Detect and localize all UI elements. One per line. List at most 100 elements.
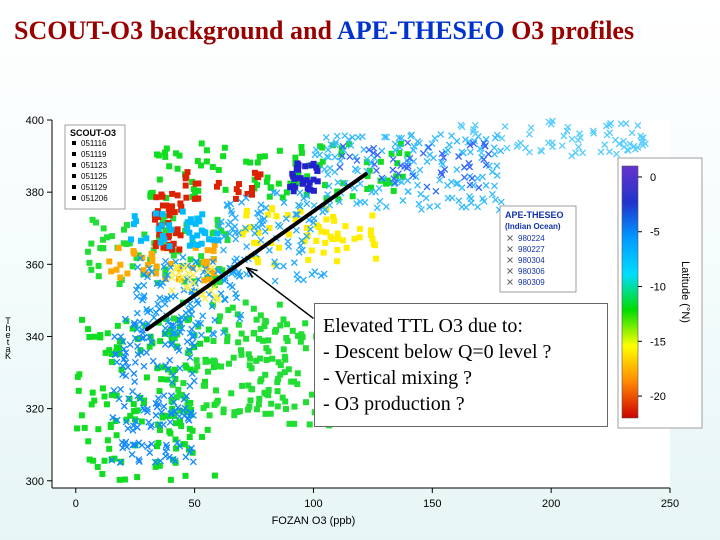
data-point (501, 122, 509, 130)
data-point (308, 247, 315, 254)
legend-entry: 051129 (81, 183, 108, 192)
data-point (149, 357, 157, 365)
x-tick-label: 100 (304, 498, 322, 510)
data-point (182, 472, 189, 479)
data-point (143, 374, 150, 381)
data-point (444, 181, 452, 189)
data-point (160, 263, 168, 271)
data-point (99, 245, 106, 252)
legend-entry: 051123 (81, 161, 108, 170)
data-point (212, 274, 219, 281)
data-point (269, 188, 277, 196)
data-point (410, 142, 418, 150)
data-point (156, 231, 163, 238)
data-point (374, 151, 382, 159)
data-point (161, 236, 168, 243)
data-point (88, 266, 95, 273)
data-point (453, 137, 461, 145)
data-point (294, 381, 301, 388)
data-point (239, 231, 246, 238)
data-point (114, 322, 121, 329)
data-point (253, 357, 260, 364)
data-point (215, 266, 223, 274)
data-point (303, 399, 310, 406)
data-point (148, 440, 156, 448)
data-point (233, 186, 240, 193)
data-point (460, 173, 468, 181)
data-point (119, 371, 127, 379)
data-point (175, 412, 183, 420)
data-point (108, 268, 115, 275)
data-point (295, 161, 302, 168)
data-point (169, 330, 177, 338)
data-point (220, 153, 227, 160)
data-point (209, 258, 217, 266)
data-point (203, 336, 210, 343)
data-point (168, 378, 176, 386)
data-point (78, 316, 85, 323)
data-point (122, 359, 130, 367)
data-point (406, 154, 414, 162)
data-point (154, 300, 162, 308)
legend-marker (72, 196, 76, 200)
data-point (155, 152, 162, 159)
data-point (263, 356, 270, 363)
x-tick-label: 50 (188, 498, 200, 510)
data-point (404, 177, 412, 184)
data-point (391, 146, 399, 154)
data-point (256, 217, 264, 225)
data-point (308, 391, 315, 398)
data-point (195, 265, 203, 273)
data-point (202, 378, 209, 385)
data-point (177, 418, 184, 425)
data-point (255, 229, 262, 236)
data-point (204, 247, 211, 254)
data-point (458, 203, 466, 211)
data-point (232, 290, 240, 298)
data-point (160, 403, 168, 410)
data-point (154, 459, 161, 466)
data-point (613, 150, 620, 158)
data-point (159, 202, 166, 209)
data-point (140, 334, 148, 342)
data-point (183, 194, 190, 201)
data-point (204, 368, 211, 375)
data-point (131, 441, 138, 449)
data-point (276, 147, 283, 154)
data-point (108, 456, 116, 464)
data-point (203, 258, 210, 265)
data-point (187, 408, 195, 416)
data-point (161, 330, 169, 338)
y-tick-label: 360 (26, 259, 44, 271)
data-point (150, 247, 157, 254)
data-point (225, 360, 232, 367)
data-point (140, 271, 148, 278)
data-point (137, 237, 144, 244)
data-point (455, 153, 463, 160)
data-point (185, 446, 192, 453)
data-point (132, 218, 139, 225)
data-point (269, 206, 276, 213)
data-point (254, 256, 261, 263)
data-point (389, 166, 397, 174)
data-point (453, 180, 460, 188)
data-point (178, 324, 186, 332)
data-point (455, 197, 463, 205)
data-point (85, 326, 92, 333)
data-point (397, 162, 405, 170)
data-point (381, 133, 388, 141)
data-point (243, 243, 251, 250)
data-point (286, 231, 293, 238)
data-point (130, 221, 137, 228)
data-point (130, 319, 138, 327)
data-point (301, 238, 308, 245)
data-point (312, 146, 320, 154)
data-point (634, 122, 642, 129)
data-point (168, 369, 175, 376)
data-point (130, 370, 138, 378)
data-point (214, 222, 221, 229)
data-point (280, 346, 287, 353)
data-point (214, 216, 221, 223)
data-point (232, 195, 239, 202)
data-point (195, 216, 202, 223)
